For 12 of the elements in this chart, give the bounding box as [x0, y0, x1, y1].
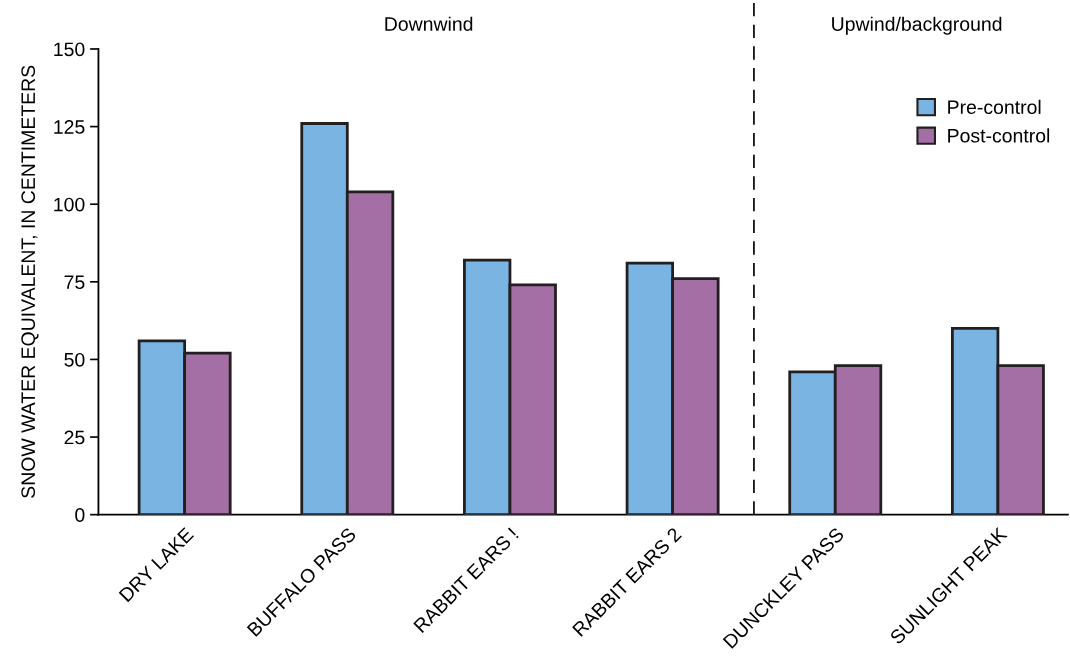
y-tick-label: 125: [54, 120, 85, 134]
text: Upwind/background: [832, 16, 1002, 35]
legend-label: Pre-control: [948, 99, 1041, 115]
y-tick-label: 0: [75, 508, 85, 522]
legend-label: Post-control: [948, 128, 1050, 143]
y-axis-title: SNOW WATER EQUIVALENT, IN CENTIMETERS: [21, 65, 39, 498]
y-tick-label: 75: [64, 275, 85, 290]
text: Downwind: [385, 16, 473, 31]
y-tick-label: 150: [54, 42, 85, 57]
y-tick-label: 50: [64, 352, 85, 367]
y-tick-label: 25: [64, 430, 85, 445]
y-tick-label: 100: [54, 197, 85, 212]
